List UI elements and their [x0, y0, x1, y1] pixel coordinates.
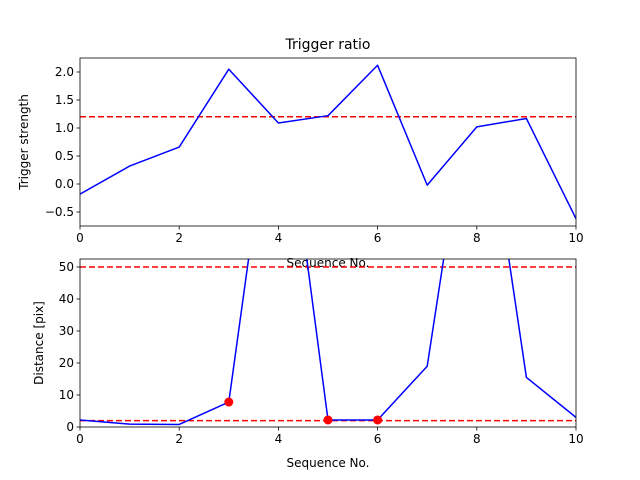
x-tick-label: 2	[175, 432, 183, 446]
x-tick-label: 4	[275, 231, 283, 245]
y-tick-label: 2.0	[55, 65, 74, 79]
data-point	[373, 415, 383, 425]
x-tick-label: 6	[374, 231, 382, 245]
axes-frame	[79, 258, 577, 428]
x-tick-label: 10	[568, 231, 583, 245]
data-point	[323, 415, 333, 425]
chart-title: Trigger ratio	[284, 37, 370, 53]
distance-panel: Distance [pix] Sequence No. 0 2 4 6 8 10 0 10 20…	[32, 258, 584, 470]
x-tick-label: 6	[374, 432, 382, 446]
x-tick-label: 8	[473, 432, 481, 446]
plot-area	[80, 64, 576, 220]
y-axis-label: Distance [pix]	[32, 301, 46, 385]
x-tick-label: 2	[175, 231, 183, 245]
y-tick-label: 1.5	[55, 93, 74, 107]
y-tick-label: 1.0	[55, 121, 74, 135]
x-tick-label: 10	[568, 432, 583, 446]
y-tick-label: 0	[66, 420, 74, 434]
axes-frame	[79, 57, 577, 227]
y-tick-label: −0.5	[45, 205, 74, 219]
y-axis-label: Trigger strength	[17, 94, 31, 191]
y-tick-label: 20	[59, 356, 74, 370]
y-tick-label: 30	[59, 324, 74, 338]
y-tick-label: 50	[59, 260, 74, 274]
data-point	[224, 397, 234, 407]
y-tick-label: 40	[59, 292, 74, 306]
x-tick-label: 0	[76, 432, 84, 446]
x-tick-label: 8	[473, 231, 481, 245]
y-tick-label: 0.0	[55, 177, 74, 191]
y-tick-label: 10	[59, 388, 74, 402]
x-tick-label: 4	[275, 432, 283, 446]
x-tick-label: 0	[76, 231, 84, 245]
x-axis-label: Sequence No.	[287, 456, 370, 470]
series-line	[80, 64, 576, 220]
y-tick-label: 0.5	[55, 149, 74, 163]
x-axis-label: Sequence No.	[287, 256, 370, 270]
